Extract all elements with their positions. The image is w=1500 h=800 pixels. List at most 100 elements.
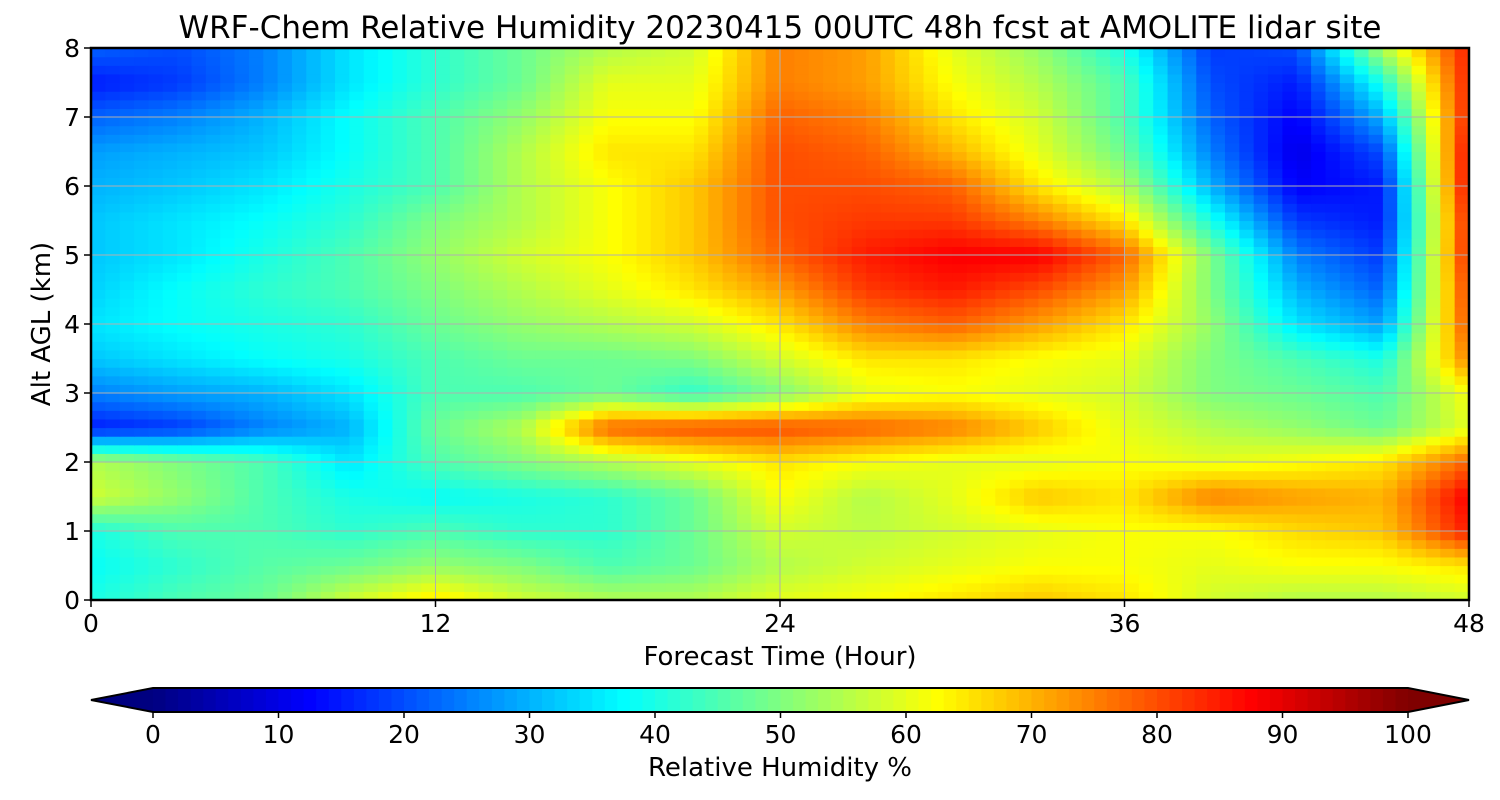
heatmap-cell — [492, 229, 508, 239]
heatmap-cell — [1167, 203, 1183, 213]
heatmap-cell — [1253, 453, 1269, 463]
heatmap-cell — [1325, 306, 1341, 316]
heatmap-cell — [1454, 324, 1469, 334]
heatmap-cell — [119, 168, 135, 178]
heatmap-cell — [923, 263, 939, 273]
heatmap-cell — [406, 255, 422, 265]
heatmap-cell — [679, 358, 695, 368]
heatmap-cell — [220, 393, 236, 403]
heatmap-cell — [1110, 211, 1126, 222]
heatmap-cell — [464, 496, 480, 506]
heatmap-cell — [966, 349, 982, 360]
heatmap-cell — [823, 160, 839, 170]
heatmap-cell — [1196, 203, 1212, 213]
heatmap-cell — [378, 298, 394, 308]
heatmap-cell — [320, 203, 336, 213]
heatmap-cell — [1110, 160, 1126, 170]
heatmap-cell — [378, 237, 394, 247]
heatmap-cell — [622, 513, 638, 523]
heatmap-cell — [1411, 315, 1427, 325]
heatmap-cell — [952, 462, 968, 472]
heatmap-cell — [1440, 220, 1456, 230]
heatmap-cell — [1167, 151, 1183, 161]
heatmap-cell — [1425, 479, 1441, 489]
heatmap-cell — [234, 513, 250, 523]
heatmap-cell — [1009, 160, 1025, 170]
heatmap-cell — [220, 367, 236, 377]
heatmap-cell — [736, 513, 752, 523]
heatmap-cell — [1325, 418, 1341, 429]
heatmap-cell — [937, 324, 953, 334]
heatmap-cell — [593, 280, 609, 291]
heatmap-cell — [751, 470, 767, 480]
heatmap-cell — [1138, 272, 1154, 282]
heatmap-cell — [162, 194, 178, 204]
heatmap-cell — [1397, 168, 1413, 178]
heatmap-cell — [837, 220, 853, 230]
heatmap-cell — [866, 591, 882, 600]
heatmap-cell — [952, 186, 968, 196]
heatmap-cell — [105, 349, 121, 360]
heatmap-cell — [1052, 341, 1068, 351]
heatmap-cell — [736, 237, 752, 247]
heatmap-cell — [980, 263, 996, 273]
heatmap-cell — [220, 306, 236, 316]
heatmap-cell — [980, 332, 996, 342]
heatmap-cell — [464, 548, 480, 558]
heatmap-cell — [1325, 582, 1341, 592]
heatmap-cell — [708, 479, 724, 489]
heatmap-cell — [263, 194, 279, 204]
heatmap-cell — [579, 186, 594, 196]
heatmap-cell — [320, 436, 336, 446]
heatmap-cell — [923, 203, 939, 213]
heatmap-cell — [693, 470, 709, 480]
heatmap-cell — [564, 418, 580, 429]
heatmap-cell — [1024, 367, 1039, 377]
heatmap-cell — [823, 341, 839, 351]
heatmap-cell — [464, 177, 480, 187]
heatmap-cell — [392, 177, 408, 187]
heatmap-cell — [521, 427, 537, 437]
heatmap-cell — [1052, 229, 1068, 239]
heatmap-cell — [564, 505, 580, 515]
heatmap-cell — [866, 436, 882, 446]
heatmap-cell — [794, 203, 810, 213]
heatmap-cell — [1411, 160, 1427, 170]
heatmap-cell — [363, 280, 379, 291]
heatmap-cell — [363, 436, 379, 446]
heatmap-cell — [148, 151, 164, 161]
heatmap-cell — [363, 375, 379, 385]
heatmap-cell — [148, 255, 164, 265]
heatmap-cell — [306, 531, 322, 541]
heatmap-cell — [1397, 280, 1413, 291]
heatmap-cell — [449, 341, 465, 351]
heatmap-cell — [665, 436, 681, 446]
heatmap-cell — [277, 444, 293, 454]
heatmap-cell — [736, 272, 752, 282]
heatmap-cell — [191, 548, 207, 558]
heatmap-cell — [478, 289, 494, 299]
heatmap-cell — [593, 341, 609, 351]
heatmap-cell — [1268, 229, 1283, 239]
heatmap-cell — [550, 341, 566, 351]
heatmap-cell — [1181, 341, 1197, 351]
heatmap-cell — [866, 151, 882, 161]
heatmap-cell — [564, 384, 580, 394]
heatmap-cell — [449, 349, 465, 360]
heatmap-cell — [1440, 151, 1456, 161]
heatmap-cell — [1081, 349, 1097, 360]
heatmap-cell — [464, 332, 480, 342]
heatmap-cell — [234, 315, 250, 325]
heatmap-cell — [1181, 487, 1197, 498]
heatmap-cell — [1239, 565, 1255, 575]
heatmap-cell — [421, 168, 437, 178]
heatmap-cell — [134, 539, 150, 549]
heatmap-cell — [866, 229, 882, 239]
heatmap-cell — [1397, 272, 1413, 282]
heatmap-cell — [1253, 194, 1269, 204]
heatmap-cell — [1311, 358, 1327, 368]
heatmap-cell — [535, 349, 551, 360]
heatmap-cell — [1268, 393, 1283, 403]
heatmap-cell — [1095, 349, 1111, 360]
heatmap-cell — [1425, 375, 1441, 385]
